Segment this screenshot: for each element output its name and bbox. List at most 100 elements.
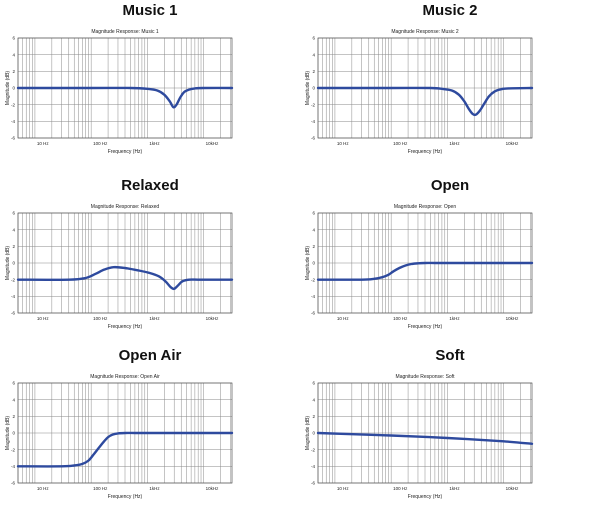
y-tick-label: 4 [12,52,15,57]
x-tick-label: 1kHz [449,486,460,491]
y-tick-label: -4 [11,294,15,299]
chart-title: Magnitude Response: Relaxed [91,204,160,210]
x-tick-label: 100 Hz [93,316,108,321]
y-tick-label: -4 [311,294,315,299]
y-tick-label: 6 [312,211,315,216]
y-axis-label: Magnitude (dB) [5,416,11,451]
x-tick-label: 10 Hz [37,486,50,491]
x-axis-label: Frequency (Hz) [408,324,443,330]
panel-title: Relaxed [121,177,179,194]
x-axis-label: Frequency (Hz) [408,494,443,500]
series-line [316,261,534,281]
y-tick-label: 0 [12,86,15,91]
y-tick-label: 6 [12,211,15,216]
y-tick-label: -4 [11,119,15,124]
y-tick-label: -6 [11,311,15,316]
y-tick-label: -2 [11,102,15,107]
magnitude-response-chart: Magnitude Response: Music 1 6 4 2 0 -2 -4 -6 10 … [5,29,234,155]
magnitude-response-chart: Magnitude Response: Open Air 6 4 2 0 -2 -4 -6 10… [5,374,234,500]
y-tick-label: -4 [311,464,315,469]
magnitude-response-chart: Magnitude Response: Soft 6 4 2 0 -2 -4 -6 10 Hz 1… [305,374,534,500]
series-line [16,265,234,291]
x-tick-label: 100 Hz [393,141,408,146]
x-tick-label: 10kHz [206,486,220,491]
y-tick-label: -6 [311,136,315,141]
panel-title: Music 2 [422,2,478,19]
x-tick-label: 100 Hz [393,486,408,491]
chart-panel-soft: Soft Magnitude Response: Soft 6 4 2 0 -2 -4 -6 1… [300,345,600,515]
y-tick-label: 2 [12,69,15,74]
x-tick-label: 1kHz [449,141,460,146]
y-tick-label: 6 [312,36,315,41]
x-tick-label: 100 Hz [93,141,108,146]
x-tick-label: 10 Hz [37,141,50,146]
x-tick-label: 10kHz [206,141,220,146]
chart-title: Magnitude Response: Music 1 [91,29,158,35]
chart-title: Magnitude Response: Music 2 [391,29,458,35]
x-tick-label: 1kHz [149,486,160,491]
y-tick-label: 6 [312,381,315,386]
y-tick-label: -2 [311,447,315,452]
chart-title: Magnitude Response: Open [394,204,456,210]
series-line [16,86,234,109]
y-tick-label: 0 [312,261,315,266]
y-tick-label: -2 [311,277,315,282]
y-axis-label: Magnitude (dB) [5,246,11,281]
magnitude-response-chart: Magnitude Response: Open 6 4 2 0 -2 -4 -6 10 Hz 1… [305,204,534,330]
y-tick-label: 2 [12,244,15,249]
panel-title: Open Air [118,347,182,364]
y-tick-label: 4 [312,397,315,402]
x-tick-label: 10kHz [506,486,520,491]
panel-title: Open [430,177,470,194]
x-tick-label: 10 Hz [37,316,50,321]
x-tick-label: 10 Hz [337,316,350,321]
y-tick-label: 2 [312,414,315,419]
x-axis-label: Frequency (Hz) [108,149,143,155]
y-tick-label: 2 [12,414,15,419]
y-tick-label: 0 [312,431,315,436]
chart-panel-music-1: Music 1 Magnitude Response: Music 1 6 4 2 0 -… [0,0,300,170]
series-line [316,431,534,446]
y-tick-label: 2 [312,244,315,249]
panel-title: Music 1 [122,2,178,19]
panel-title: Soft [435,347,465,364]
x-tick-label: 1kHz [149,316,160,321]
y-tick-label: -6 [311,311,315,316]
x-tick-label: 10 Hz [337,486,350,491]
x-tick-label: 100 Hz [393,316,408,321]
magnitude-response-chart: Magnitude Response: Relaxed 6 4 2 0 -2 -4 -6 10 … [5,204,234,330]
y-axis-label: Magnitude (dB) [5,71,11,106]
y-tick-label: -2 [11,447,15,452]
chart-panel-open: Open Magnitude Response: Open 6 4 2 0 -2 -4 -6 1… [300,175,600,345]
y-tick-label: 4 [312,52,315,57]
y-tick-label: 4 [12,227,15,232]
chart-title: Magnitude Response: Open Air [90,374,160,380]
x-axis-label: Frequency (Hz) [108,324,143,330]
x-tick-label: 10kHz [506,141,520,146]
x-axis-label: Frequency (Hz) [408,149,443,155]
x-tick-label: 10kHz [206,316,220,321]
y-tick-label: 0 [12,431,15,436]
x-tick-label: 10 Hz [337,141,350,146]
y-tick-label: 0 [12,261,15,266]
y-tick-label: -2 [311,102,315,107]
y-tick-label: 2 [312,69,315,74]
y-tick-label: -4 [11,464,15,469]
y-tick-label: -4 [311,119,315,124]
x-tick-label: 100 Hz [93,486,108,491]
x-tick-label: 1kHz [149,141,160,146]
y-tick-label: -6 [11,481,15,486]
series-line [16,431,234,468]
x-tick-label: 10kHz [506,316,520,321]
chart-panel-relaxed: Relaxed Magnitude Response: Relaxed 6 4 2 0 -… [0,175,300,345]
y-tick-label: -6 [311,481,315,486]
x-axis-label: Frequency (Hz) [108,494,143,500]
x-tick-label: 1kHz [449,316,460,321]
y-tick-label: -6 [11,136,15,141]
y-tick-label: -2 [11,277,15,282]
magnitude-response-chart: Magnitude Response: Music 2 6 4 2 0 -2 -4 -6 10 … [305,29,534,155]
series-line [316,86,534,117]
y-tick-label: 6 [12,381,15,386]
chart-panel-music-2: Music 2 Magnitude Response: Music 2 6 4 2 0 -… [300,0,600,170]
y-axis-label: Magnitude (dB) [305,71,311,106]
